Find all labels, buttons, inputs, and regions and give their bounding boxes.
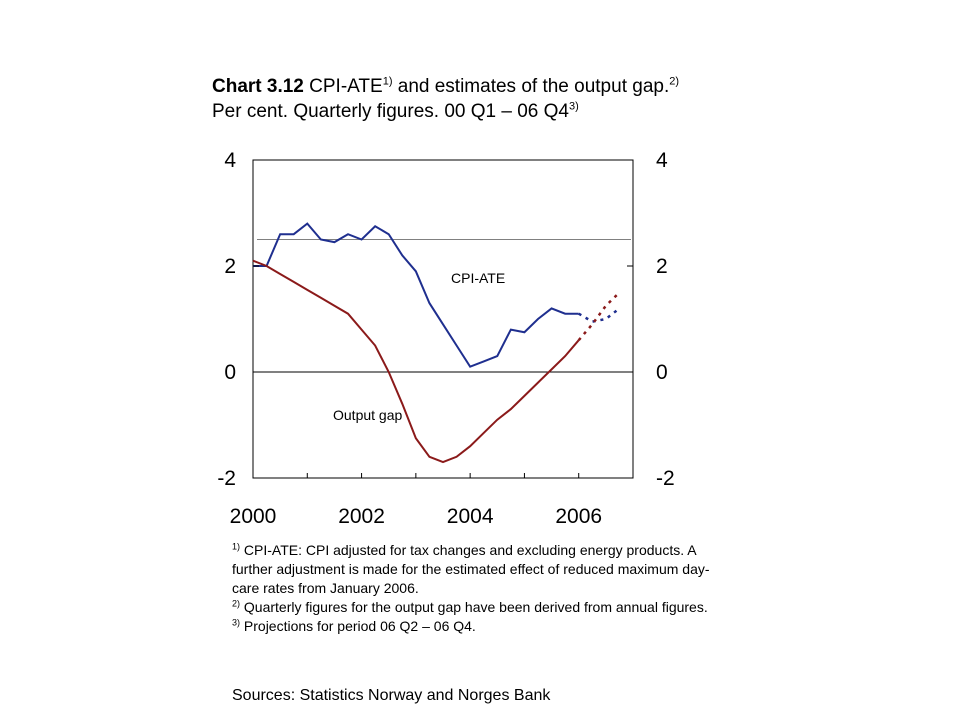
x-tick-label: 2006 [555,505,602,528]
footnote-2: 2) Quarterly figures for the output gap … [232,598,722,617]
footnote-text: Projections for period 06 Q2 – 06 Q4. [240,618,476,634]
series-label-output-gap: Output gap [333,407,402,423]
y-axis-left: 4 2 0 -2 [217,149,259,490]
x-tick-label: 2000 [230,505,277,528]
reference-lines [257,239,631,373]
y-tick-label-left: 0 [224,361,236,384]
x-tick-label: 2002 [338,505,385,528]
title-footnote-marker-3: 3) [568,100,579,113]
title-footnote-marker-1: 1) [382,75,393,88]
y-tick-label-right: 0 [656,361,668,384]
footnote-text: CPI-ATE: CPI adjusted for tax changes an… [232,542,710,596]
y-tick-label-left: -2 [217,467,236,490]
footnotes: 1) CPI-ATE: CPI adjusted for tax changes… [232,541,722,636]
title-text-2: and estimates of the output gap. [392,76,670,97]
series-labels: CPI-ATE Output gap [333,270,505,423]
sources-note: Sources: Statistics Norway and Norges Ba… [232,687,551,704]
plot-area [252,159,634,479]
series-projection-line [577,291,621,342]
series-lines [252,222,621,464]
x-axis: 2000 2002 2004 2006 [230,473,634,528]
series-line-output-gap [252,259,580,464]
chart-number: Chart 3.12 [212,76,304,97]
footnote-marker: 1) [232,541,241,552]
series-line-cpi-ate [253,222,579,368]
y-tick-label-right: 2 [656,255,668,278]
title-text-3: Per cent. Quarterly figures. 00 Q1 – 06 … [212,101,569,122]
x-tick-label: 2004 [447,505,494,528]
y-axis-right: 4 2 0 -2 [627,149,675,490]
footnote-marker: 2) [232,598,241,609]
y-tick-label-right: -2 [656,467,675,490]
footnote-text: Quarterly figures for the output gap hav… [240,599,708,615]
series-label-cpi-ate: CPI-ATE [451,270,505,286]
footnote-3: 3) Projections for period 06 Q2 – 06 Q4. [232,617,722,636]
chart-title: Chart 3.12 CPI-ATE1) and estimates of th… [212,74,682,124]
y-tick-label-right: 4 [656,149,668,172]
y-tick-label-left: 4 [224,149,236,172]
footnote-marker: 3) [232,617,241,628]
y-tick-label-left: 2 [224,255,236,278]
footnote-1: 1) CPI-ATE: CPI adjusted for tax changes… [232,541,722,598]
title-footnote-marker-2: 2) [669,75,680,88]
title-text-1: CPI-ATE [303,76,383,97]
